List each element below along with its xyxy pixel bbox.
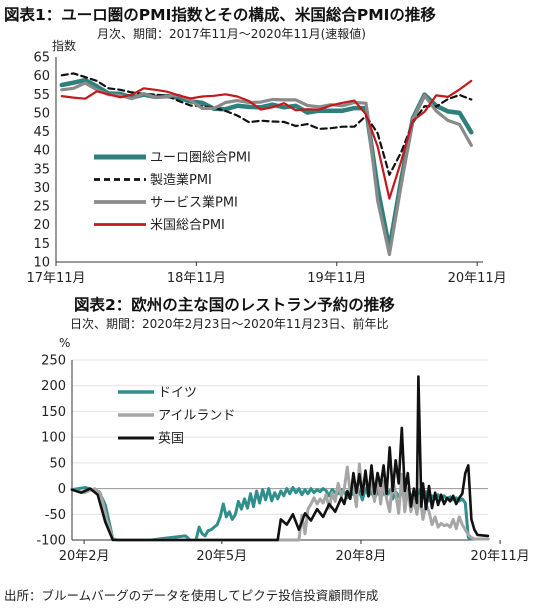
chart1-subtitle: 月次、期間：2017年11月～2020年11月(速報値) — [97, 26, 366, 41]
series-line-1-3 — [60, 79, 473, 200]
chart1-title: 図表1：ユーロ圏のPMI指数とその構成、米国総合PMIの推移 — [4, 5, 436, 24]
chart2-ytick-label: 50 — [49, 456, 66, 471]
source-note: 出所：ブルームバーグのデータを使用してピクテ投信投資顧問作成 — [4, 588, 378, 603]
chart2-xtick-label: 20年8月 — [336, 549, 387, 564]
chart2-xtick-label: 20年5月 — [196, 549, 247, 564]
chart1-ytick-label: 60 — [33, 69, 50, 84]
chart1-ytick-label: 15 — [33, 237, 50, 252]
chart1-ytick-label: 40 — [33, 144, 50, 159]
chart2-xtick-label: 20年11月 — [471, 549, 530, 564]
chart1-legend: ユーロ圏総合PMI 製造業PMI サービス業PMI 米国総合PMI — [94, 151, 251, 233]
chart2-subtitle: 日次、期間：2020年2月23日～2020年11月23日、前年比 — [70, 316, 389, 331]
chart1-series-lines — [59, 72, 474, 257]
chart1-xtick-label: 18年11月 — [167, 271, 226, 286]
chart2-ytick-label: 100 — [41, 431, 66, 446]
legend-label: 米国総合PMI — [150, 218, 225, 233]
series-line-2-2 — [70, 375, 490, 542]
chart2-ytick-label: 200 — [41, 379, 66, 394]
chart2-ytick-label: -50 — [45, 508, 66, 523]
chart1-ytick-label: 25 — [33, 200, 50, 215]
legend-label: 英国 — [158, 432, 184, 447]
chart1-plot-area — [55, 57, 483, 263]
chart1-ylabel: 指数 — [52, 38, 76, 53]
chart2-xtick-label: 20年2月 — [59, 549, 110, 564]
series-line-1-2 — [60, 81, 473, 257]
legend-label: ドイツ — [158, 386, 197, 401]
chart2-title: 図表2：欧州の主な国のレストラン予約の推移 — [74, 295, 395, 314]
chart1-x-axis: 17年11月 18年11月 19年11月 20年11月 — [26, 262, 507, 286]
legend-label: 製造業PMI — [150, 172, 212, 188]
series-line-1-1 — [60, 72, 473, 176]
chart2-ylabel: % — [59, 336, 70, 350]
chart1-ytick-label: 35 — [33, 162, 50, 177]
chart1-ytick-label: 50 — [33, 106, 50, 121]
chart1-y-axis: 10 15 20 25 30 35 40 45 50 55 60 65 — [33, 51, 50, 271]
chart2-ytick-label: 250 — [41, 354, 66, 369]
legend-label: サービス業PMI — [150, 195, 238, 211]
chart2-ytick-label: -100 — [36, 534, 66, 549]
chart2-ytick-label: 0 — [58, 482, 66, 497]
chart2-x-axis: 20年2月 20年5月 20年8月 20年11月 — [59, 540, 530, 564]
legend-label: ユーロ圏総合PMI — [150, 151, 251, 166]
chart1-ytick-label: 20 — [33, 218, 50, 233]
chart1-ytick-label: 30 — [33, 181, 50, 196]
chart1-ytick-label: 10 — [33, 256, 50, 271]
chart1-ytick-label: 55 — [33, 88, 50, 103]
chart2-series-lines — [70, 375, 490, 542]
chart1-xtick-label: 19年11月 — [307, 271, 366, 286]
chart1-xtick-label: 17年11月 — [26, 271, 85, 286]
chart1-ytick-label: 65 — [33, 51, 50, 66]
chart1-xtick-label: 20年11月 — [448, 271, 507, 286]
chart1-ytick-label: 45 — [33, 125, 50, 140]
legend-label: アイルランド — [158, 409, 235, 424]
chart2-ytick-label: 150 — [41, 405, 66, 420]
